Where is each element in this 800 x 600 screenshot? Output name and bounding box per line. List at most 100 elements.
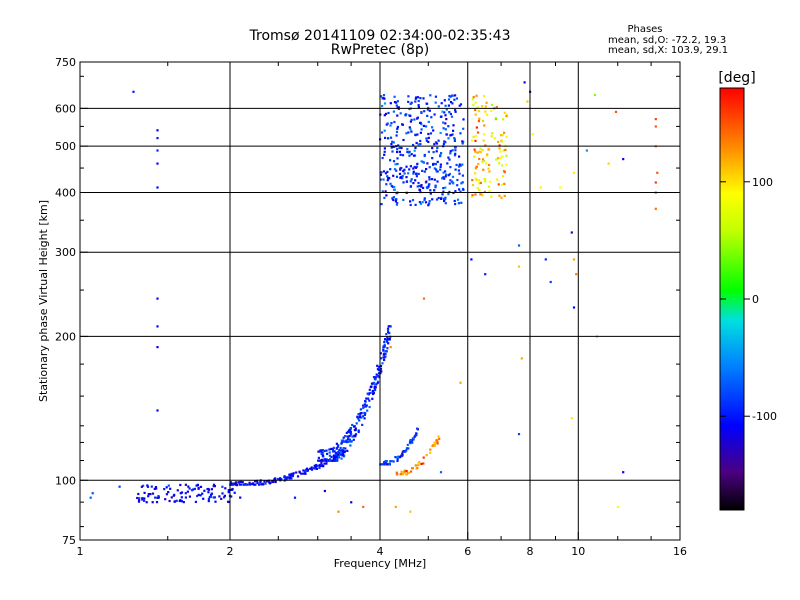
scatter-point bbox=[505, 154, 508, 157]
scatter-point bbox=[401, 472, 405, 476]
scatter-point bbox=[444, 198, 447, 201]
scatter-point bbox=[331, 448, 334, 451]
scatter-point bbox=[156, 325, 159, 328]
scatter-point bbox=[383, 129, 386, 132]
scatter-point bbox=[448, 111, 451, 114]
scatter-point bbox=[372, 376, 376, 379]
scatter-point bbox=[406, 150, 409, 153]
scatter-point bbox=[434, 95, 437, 98]
scatter-point bbox=[505, 114, 508, 118]
scatter-point bbox=[395, 471, 398, 474]
scatter-point bbox=[486, 113, 489, 116]
scatter-point bbox=[143, 499, 146, 502]
scatter-point bbox=[472, 96, 475, 99]
scatter-point bbox=[392, 174, 395, 177]
scatter-point bbox=[230, 482, 233, 485]
scatter-point bbox=[421, 169, 424, 172]
scatter-point bbox=[375, 383, 378, 386]
scatter-point bbox=[483, 124, 486, 127]
scatter-point bbox=[417, 462, 420, 465]
scatter-point bbox=[310, 468, 314, 471]
scatter-point bbox=[422, 297, 426, 300]
scatter-point bbox=[461, 163, 464, 166]
scatter-point bbox=[352, 438, 355, 441]
scatter-point bbox=[474, 101, 477, 104]
scatter-point bbox=[447, 174, 450, 177]
scatter-point bbox=[227, 489, 230, 492]
scatter-point bbox=[326, 452, 329, 455]
scatter-point bbox=[415, 175, 418, 178]
scatter-point bbox=[320, 449, 323, 452]
scatter-point bbox=[435, 168, 438, 171]
scatter-point bbox=[539, 186, 542, 189]
scatter-point bbox=[495, 105, 498, 109]
scatter-point bbox=[454, 149, 457, 152]
scatter-point bbox=[389, 460, 392, 463]
scatter-point bbox=[474, 113, 477, 116]
y-tick-label: 600 bbox=[55, 102, 76, 115]
scatter-point bbox=[505, 163, 508, 166]
scatter-point bbox=[328, 448, 331, 451]
scatter-point bbox=[354, 433, 358, 436]
scatter-point bbox=[359, 412, 362, 415]
scatter-point bbox=[433, 143, 436, 146]
scatter-point bbox=[336, 445, 339, 449]
scatter-point bbox=[324, 449, 327, 452]
scatter-point bbox=[396, 150, 399, 154]
scatter-point bbox=[347, 429, 351, 432]
scatter-point bbox=[156, 129, 159, 132]
scatter-point bbox=[499, 134, 503, 137]
scatter-point bbox=[397, 107, 400, 111]
scatter-point bbox=[412, 182, 415, 185]
scatter-point bbox=[399, 473, 402, 476]
scatter-point bbox=[423, 198, 426, 202]
scatter-point bbox=[461, 181, 464, 184]
scatter-point bbox=[321, 465, 324, 468]
scatter-point bbox=[156, 149, 159, 152]
scatter-point bbox=[434, 184, 437, 187]
scatter-point bbox=[165, 493, 168, 496]
scatter-point bbox=[436, 442, 439, 445]
scatter-point bbox=[221, 485, 224, 488]
scatter-point bbox=[443, 99, 446, 102]
scatter-point bbox=[502, 149, 505, 152]
scatter-point bbox=[559, 186, 562, 189]
scatter-point bbox=[170, 496, 173, 499]
scatter-point bbox=[179, 499, 182, 502]
scatter-point bbox=[474, 108, 477, 111]
scatter-point bbox=[245, 483, 248, 486]
scatter-point bbox=[393, 185, 396, 188]
scatter-point bbox=[428, 202, 431, 205]
scatter-point bbox=[414, 203, 417, 206]
scatter-point bbox=[436, 147, 439, 150]
scatter-point bbox=[184, 492, 187, 495]
scatter-point bbox=[182, 501, 185, 504]
scatter-point bbox=[333, 450, 336, 453]
scatter-point bbox=[313, 467, 316, 470]
scatter-point bbox=[413, 154, 416, 157]
scatter-point bbox=[616, 505, 619, 508]
scatter-point bbox=[443, 177, 446, 180]
scatter-point bbox=[403, 172, 406, 175]
scatter-point bbox=[656, 171, 659, 174]
scatter-point bbox=[487, 167, 490, 170]
scatter-point bbox=[419, 202, 422, 205]
scatter-point bbox=[384, 461, 388, 465]
scatter-point bbox=[454, 146, 457, 149]
scatter-point bbox=[140, 485, 143, 488]
scatter-point bbox=[474, 134, 477, 138]
scatter-point bbox=[440, 197, 443, 200]
scatter-point bbox=[481, 160, 484, 164]
scatter-point bbox=[414, 100, 417, 103]
scatter-point bbox=[383, 147, 386, 150]
scatter-point bbox=[526, 100, 529, 103]
scatter-point bbox=[210, 492, 213, 495]
scatter-point bbox=[392, 141, 395, 144]
scatter-point bbox=[481, 158, 485, 161]
scatter-point bbox=[440, 102, 443, 105]
scatter-point bbox=[341, 449, 344, 453]
scatter-point bbox=[478, 182, 481, 185]
scatter-point bbox=[482, 168, 485, 171]
scatter-point bbox=[423, 197, 426, 200]
scatter-point bbox=[407, 172, 410, 175]
